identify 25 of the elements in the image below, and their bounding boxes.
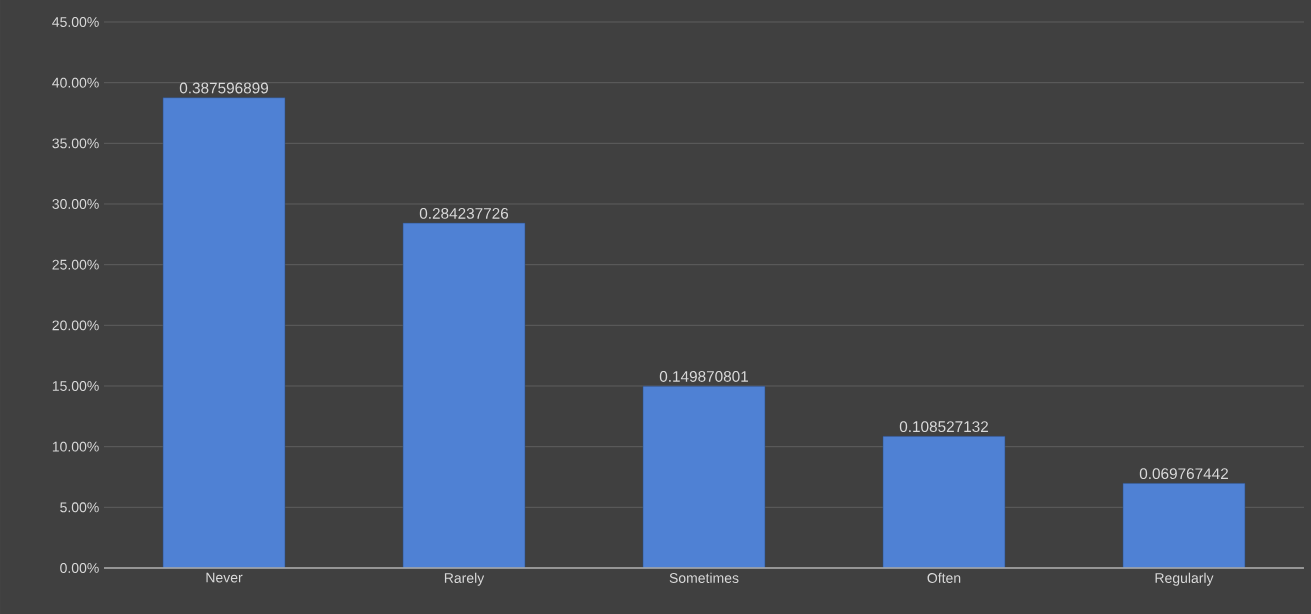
x-tick-label: Sometimes [669,572,739,583]
y-tick-label: 5.00% [60,502,99,513]
y-tick-label: 35.00% [52,138,99,149]
x-tick-label: Often [927,572,961,583]
y-tick-label: 10.00% [52,441,99,452]
y-tick-label: 15.00% [52,381,99,391]
y-tick-label: 45.00% [52,17,99,27]
y-tick-label: 0.00% [60,563,99,573]
bar [402,222,526,569]
data-label: 0.108527132 [899,421,988,433]
y-tick-label: 30.00% [52,199,99,209]
data-label: 0.387596899 [179,82,269,94]
x-tick-label: Rarely [444,572,485,586]
bar [162,97,286,569]
bar [1122,483,1246,569]
data-label: 0.069767442 [1139,468,1228,480]
data-label: 0.284237726 [419,208,509,219]
y-tick-label: 40.00% [52,77,99,88]
data-label: 0.149870801 [659,371,748,382]
y-tick-label: 20.00% [52,320,99,331]
bar [882,436,1006,569]
x-tick-label: Never [206,572,243,583]
y-tick-label: 25.00% [52,259,99,270]
bar [642,385,766,569]
x-tick-label: Regularly [1155,572,1214,586]
